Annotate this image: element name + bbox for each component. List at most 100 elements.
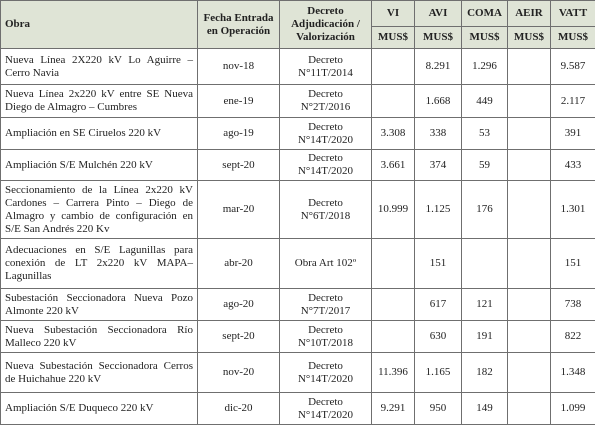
table-cell: 617 bbox=[415, 289, 462, 321]
table-cell: 1.348 bbox=[551, 353, 595, 393]
table-row: Subestación Seccionadora Nueva Pozo Almo… bbox=[1, 289, 595, 321]
table-cell: sept-20 bbox=[198, 150, 280, 181]
project-name: Adecuaciones en S/E Lagunillas para cone… bbox=[1, 239, 198, 289]
empty-cell bbox=[508, 85, 551, 118]
unit-header: MUS$ bbox=[551, 27, 595, 49]
table-cell: 1.296 bbox=[462, 49, 508, 85]
project-name: Ampliación S/E Duqueco 220 kV bbox=[1, 393, 198, 425]
empty-cell bbox=[508, 150, 551, 181]
table-cell: ago-20 bbox=[198, 289, 280, 321]
table-cell: Decreto N°6T/2018 bbox=[280, 181, 372, 239]
table-cell: Decreto N°14T/2020 bbox=[280, 353, 372, 393]
table-cell: mar-20 bbox=[198, 181, 280, 239]
table-cell: 738 bbox=[551, 289, 595, 321]
table-cell: abr-20 bbox=[198, 239, 280, 289]
empty-cell bbox=[372, 289, 415, 321]
project-name: Ampliación S/E Mulchén 220 kV bbox=[1, 150, 198, 181]
table-cell: 950 bbox=[415, 393, 462, 425]
column-header: VI bbox=[372, 1, 415, 27]
column-header: Fecha Entrada en Operación bbox=[198, 1, 280, 49]
table-cell: 822 bbox=[551, 321, 595, 353]
table-cell: Decreto N°2T/2016 bbox=[280, 85, 372, 118]
column-header: Obra bbox=[1, 1, 198, 49]
table-cell: 151 bbox=[415, 239, 462, 289]
table-cell: 3.308 bbox=[372, 118, 415, 150]
table-cell: 121 bbox=[462, 289, 508, 321]
table-cell: Decreto N°14T/2020 bbox=[280, 150, 372, 181]
column-header: COMA bbox=[462, 1, 508, 27]
table-cell: 2.117 bbox=[551, 85, 595, 118]
column-header: VATT bbox=[551, 1, 595, 27]
table-row: Nueva Subestación Seccionadora Río Malle… bbox=[1, 321, 595, 353]
empty-cell bbox=[462, 239, 508, 289]
empty-cell bbox=[372, 85, 415, 118]
project-name: Nueva Línea 2X220 kV Lo Aguirre – Cerro … bbox=[1, 49, 198, 85]
table-cell: 1.301 bbox=[551, 181, 595, 239]
table-cell: 59 bbox=[462, 150, 508, 181]
table-cell: 149 bbox=[462, 393, 508, 425]
table-cell: 53 bbox=[462, 118, 508, 150]
column-header: Decreto Adjudicación / Valorización bbox=[280, 1, 372, 49]
table-cell: Decreto N°11T/2014 bbox=[280, 49, 372, 85]
table-row: Nueva Línea 2x220 kV entre SE Nueva Dieg… bbox=[1, 85, 595, 118]
table-cell: 11.396 bbox=[372, 353, 415, 393]
table-cell: 391 bbox=[551, 118, 595, 150]
table-cell: Decreto N°14T/2020 bbox=[280, 393, 372, 425]
table-cell: nov-20 bbox=[198, 353, 280, 393]
unit-header: MUS$ bbox=[372, 27, 415, 49]
project-name: Subestación Seccionadora Nueva Pozo Almo… bbox=[1, 289, 198, 321]
empty-cell bbox=[508, 321, 551, 353]
table-cell: ene-19 bbox=[198, 85, 280, 118]
table-row: Adecuaciones en S/E Lagunillas para cone… bbox=[1, 239, 595, 289]
table-cell: Obra Art 102º bbox=[280, 239, 372, 289]
project-name: Ampliación en SE Ciruelos 220 kV bbox=[1, 118, 198, 150]
table-cell: dic-20 bbox=[198, 393, 280, 425]
table-cell: 151 bbox=[551, 239, 595, 289]
table-cell: 176 bbox=[462, 181, 508, 239]
table-row: Seccionamiento de la Línea 2x220 kV Card… bbox=[1, 181, 595, 239]
empty-cell bbox=[508, 353, 551, 393]
table-cell: 1.165 bbox=[415, 353, 462, 393]
table-cell: Decreto N°7T/2017 bbox=[280, 289, 372, 321]
table-cell: 3.661 bbox=[372, 150, 415, 181]
table-cell: 182 bbox=[462, 353, 508, 393]
table-cell: 8.291 bbox=[415, 49, 462, 85]
column-header: AVI bbox=[415, 1, 462, 27]
empty-cell bbox=[372, 49, 415, 85]
table-cell: 9.291 bbox=[372, 393, 415, 425]
table-cell: ago-19 bbox=[198, 118, 280, 150]
table-cell: 338 bbox=[415, 118, 462, 150]
table-row: Nueva Línea 2X220 kV Lo Aguirre – Cerro … bbox=[1, 49, 595, 85]
empty-cell bbox=[508, 118, 551, 150]
table-cell: 1.125 bbox=[415, 181, 462, 239]
table-cell: 433 bbox=[551, 150, 595, 181]
project-name: Nueva Subestación Seccionadora Cerros de… bbox=[1, 353, 198, 393]
empty-cell bbox=[508, 181, 551, 239]
empty-cell bbox=[508, 239, 551, 289]
unit-header: MUS$ bbox=[462, 27, 508, 49]
table-cell: 1.099 bbox=[551, 393, 595, 425]
table-cell: 10.999 bbox=[372, 181, 415, 239]
unit-header: MUS$ bbox=[415, 27, 462, 49]
empty-cell bbox=[508, 393, 551, 425]
project-name: Nueva Subestación Seccionadora Río Malle… bbox=[1, 321, 198, 353]
table-row: Nueva Subestación Seccionadora Cerros de… bbox=[1, 353, 595, 393]
empty-cell bbox=[508, 289, 551, 321]
table-cell: 9.587 bbox=[551, 49, 595, 85]
table-cell: Decreto N°14T/2020 bbox=[280, 118, 372, 150]
table-cell: 191 bbox=[462, 321, 508, 353]
project-name: Seccionamiento de la Línea 2x220 kV Card… bbox=[1, 181, 198, 239]
empty-cell bbox=[372, 239, 415, 289]
unit-header: MUS$ bbox=[508, 27, 551, 49]
table-cell: 1.668 bbox=[415, 85, 462, 118]
table-cell: 449 bbox=[462, 85, 508, 118]
table-cell: 374 bbox=[415, 150, 462, 181]
table-cell: sept-20 bbox=[198, 321, 280, 353]
table-cell: 630 bbox=[415, 321, 462, 353]
